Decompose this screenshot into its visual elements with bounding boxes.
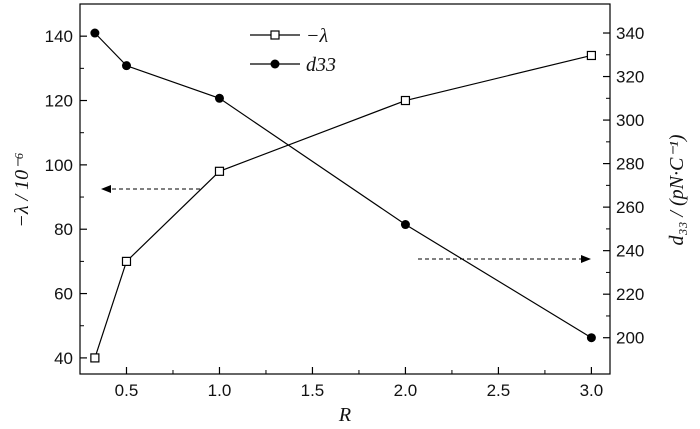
right-tick-label: 280 bbox=[616, 155, 644, 174]
data-point-d33 bbox=[90, 28, 100, 38]
right-tick-label: 320 bbox=[616, 68, 644, 87]
data-point-lambda bbox=[121, 256, 132, 266]
x-tick-label: 1.0 bbox=[208, 381, 232, 400]
left-tick-label: 140 bbox=[45, 27, 73, 46]
data-point-lambda bbox=[90, 353, 100, 363]
left-tick-label: 120 bbox=[45, 92, 73, 111]
right-tick-label: 200 bbox=[616, 329, 644, 348]
x-tick-label: 1.5 bbox=[301, 381, 325, 400]
data-point-d33 bbox=[214, 93, 224, 103]
left-tick-label: 40 bbox=[54, 349, 73, 368]
x-tick-label: 2.0 bbox=[394, 381, 418, 400]
series-layer bbox=[90, 28, 597, 363]
data-point-lambda bbox=[400, 95, 411, 106]
legend-entry-lambda: −λ bbox=[250, 25, 328, 47]
data-point-lambda bbox=[214, 166, 225, 176]
left-tick-label: 60 bbox=[54, 285, 73, 304]
right-axis-title: d₃₃ / (pN·C⁻¹) bbox=[666, 134, 688, 245]
left-axis-title: −λ / 10⁻⁶ bbox=[11, 152, 33, 227]
series-line-lambda bbox=[94, 54, 592, 359]
left-tick-label: 80 bbox=[54, 220, 73, 239]
left-tick-label: 100 bbox=[45, 156, 73, 175]
legend-entry-d33: d33 bbox=[250, 54, 336, 76]
legend-label-d33: d33 bbox=[306, 54, 336, 76]
data-point-d33 bbox=[400, 220, 410, 230]
legend-label-lambda: −λ bbox=[306, 25, 328, 47]
data-point-d33 bbox=[586, 333, 596, 343]
series-line-d33 bbox=[94, 32, 592, 339]
right-tick-label: 300 bbox=[616, 111, 644, 130]
x-tick-label: 0.5 bbox=[115, 381, 139, 400]
x-axis-ticks: 0.5 1.0 1.5 2.0 2.5 3.0 bbox=[115, 367, 604, 400]
data-point-d33 bbox=[121, 61, 131, 71]
plot-frame bbox=[79, 3, 611, 375]
right-tick-label: 340 bbox=[616, 24, 644, 43]
x-axis-title: R bbox=[338, 404, 351, 426]
x-tick-label: 2.5 bbox=[487, 381, 511, 400]
right-axis-ticks: 200 220 240 260 280 300 320 340 bbox=[603, 24, 644, 348]
left-axis-ticks: 40 60 80 100 120 140 bbox=[45, 27, 87, 368]
right-tick-label: 260 bbox=[616, 198, 644, 217]
right-tick-label: 220 bbox=[616, 285, 644, 304]
legend-filled-circle-marker bbox=[270, 59, 280, 69]
right-tick-label: 240 bbox=[616, 242, 644, 261]
legend: −λ d33 bbox=[250, 25, 336, 76]
legend-open-square-marker bbox=[270, 30, 280, 40]
data-point-lambda bbox=[586, 50, 597, 61]
x-tick-label: 3.0 bbox=[580, 381, 604, 400]
